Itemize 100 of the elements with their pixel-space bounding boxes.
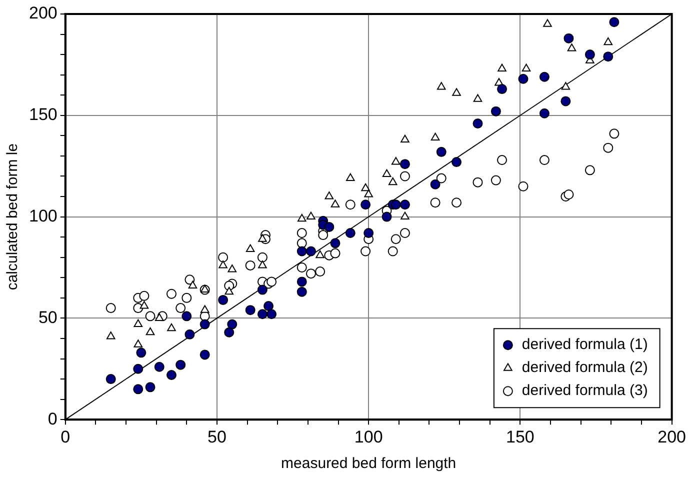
point [400,171,410,182]
point [609,128,620,139]
point [228,264,237,272]
x-tick-label: 200 [658,427,686,446]
point [391,157,400,165]
point [330,248,340,258]
point [330,200,340,208]
point [145,311,156,322]
y-tick-label: 200 [28,4,58,23]
legend-label: derived formula (1) [522,336,648,354]
x-tick-label: 100 [354,427,383,446]
point [330,238,340,248]
point [246,244,255,252]
point [184,329,195,340]
point [364,228,374,238]
point [167,323,176,332]
point [388,177,398,186]
point [564,33,574,44]
point [522,64,531,72]
point [498,64,506,72]
point [258,260,267,268]
point [382,212,392,222]
point [176,303,186,314]
point [436,146,446,157]
point [539,155,550,166]
point [224,327,234,338]
x-axis-title: measured bed form length [281,455,456,472]
point [106,303,116,314]
point [306,268,316,279]
point [134,340,143,348]
point [609,17,620,28]
point [176,360,186,370]
point [497,155,508,166]
point [400,212,410,220]
point [345,228,356,238]
point [564,189,574,200]
point [182,311,192,322]
point [324,192,334,200]
legend-label: derived formula (3) [522,382,648,400]
y-tick-label: 0 [48,409,58,428]
point [452,198,462,208]
point [227,319,238,330]
point [518,181,528,192]
point [257,252,268,262]
x-tick-label: 150 [506,427,534,446]
y-tick-label: 150 [28,105,58,124]
point [257,309,268,320]
point [543,19,552,27]
point [603,52,614,62]
point [324,222,334,232]
x-tick-label: 50 [208,427,226,446]
point [318,230,328,240]
point [296,238,307,248]
point [584,50,595,60]
point [400,134,410,142]
y-axis-title: calculated bed form le [4,143,22,290]
point [473,94,482,102]
point [539,108,550,118]
point [296,262,307,272]
point [166,370,176,380]
point [306,246,316,256]
point [224,286,234,295]
point [400,200,410,210]
point [146,327,155,336]
point [388,246,398,256]
point [200,350,210,360]
point [264,301,274,312]
y-tick-label: 50 [38,308,58,327]
y-tick-label: 100 [28,206,58,226]
point [182,292,192,303]
point [400,228,410,238]
point [360,200,371,210]
point [345,200,356,210]
point [136,348,146,358]
point [140,301,149,309]
point [106,331,116,340]
point [245,260,256,270]
point [604,37,613,46]
point [364,189,373,198]
point [584,165,595,176]
point [306,212,316,220]
point [472,177,483,188]
point [346,173,355,182]
point [436,173,446,184]
point [296,246,307,256]
point [166,288,176,299]
point [315,266,326,277]
point [430,198,440,208]
point [266,276,277,287]
point [472,118,483,129]
point [390,234,401,244]
point [490,175,501,186]
point [603,142,614,153]
point [452,88,461,96]
point [436,82,446,90]
point [258,234,267,242]
point [518,74,528,84]
point [133,364,144,374]
point [218,260,228,268]
point [452,157,462,168]
